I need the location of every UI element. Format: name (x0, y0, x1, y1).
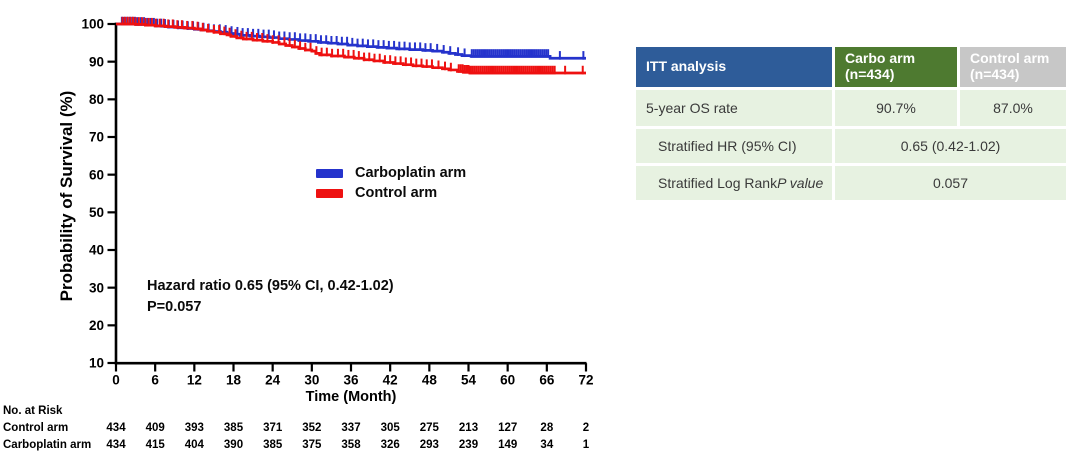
risk-value: 393 (184, 422, 204, 434)
x-tick-label: 54 (461, 373, 477, 388)
p-value-line: P=0.057 (147, 299, 202, 315)
itt-header-carbo-line2: (n=434) (845, 66, 895, 82)
risk-value: 213 (458, 422, 479, 434)
risk-value: 352 (302, 422, 322, 434)
risk-value: 149 (498, 439, 518, 451)
y-tick-label: 70 (89, 130, 104, 145)
risk-value: 293 (419, 439, 439, 451)
km-plot-svg: 10 20 30 40 50 60 70 80 90 100 0 6 12 18 24 30 36 42 48 54 6… (81, 17, 593, 388)
itt-header-carbo-line1: Carbo arm (845, 50, 916, 67)
y-tick-label: 10 (89, 356, 104, 371)
risk-value: 127 (498, 422, 518, 434)
risk-value: 434 (106, 422, 126, 434)
risk-value: 434 (106, 439, 126, 451)
legend-item-carboplatin: Carboplatin arm (316, 163, 466, 183)
control-curve (116, 22, 586, 75)
x-tick-label: 12 (187, 373, 202, 388)
itt-header-analysis: ITT analysis (636, 47, 832, 87)
itt-header-control-line1: Control arm (970, 50, 1050, 67)
y-tick-label: 40 (89, 243, 104, 258)
x-axis-title: Time (Month) (305, 389, 397, 405)
control-color-swatch (316, 188, 343, 198)
x-tick-label: 60 (500, 373, 515, 388)
risk-value: 385 (263, 439, 283, 451)
risk-value: 371 (263, 422, 283, 434)
x-tick-label: 30 (304, 373, 319, 388)
x-tick-label: 24 (265, 373, 281, 388)
y-tick-label: 30 (89, 280, 104, 295)
y-tick-label: 80 (89, 92, 104, 107)
itt-header-control-arm: Control arm (n=434) (960, 47, 1066, 87)
itt-header-analysis-label: ITT analysis (646, 58, 727, 75)
itt-logrank-label-italic: P value (777, 175, 824, 191)
x-tick-label: 36 (343, 373, 359, 388)
itt-header-control-line2: (n=434) (970, 66, 1020, 82)
x-tick-label: 72 (578, 373, 593, 388)
risk-table-title: No. at Risk (3, 405, 63, 417)
itt-header-carbo-arm: Carbo arm (n=434) (835, 47, 957, 87)
itt-row-os-label: 5-year OS rate (636, 90, 832, 126)
risk-value: 1 (582, 439, 590, 451)
risk-row-label-carboplatin: Carboplatin arm (3, 439, 92, 451)
itt-logrank-label-prefix: Stratified Log Rank (658, 175, 778, 191)
y-tick-label: 60 (89, 167, 104, 182)
itt-summary-table: ITT analysis Carbo arm (n=434) Control a… (636, 47, 1066, 200)
y-tick-label: 100 (81, 17, 104, 32)
legend-item-control: Control arm (316, 183, 466, 203)
itt-row-os-carbo-value: 90.7% (835, 90, 957, 126)
risk-value: 2 (582, 422, 590, 434)
risk-value: 239 (458, 439, 479, 451)
itt-row-logrank-label: Stratified Log Rank P value (636, 166, 832, 200)
risk-value: 358 (341, 439, 361, 451)
risk-value: 305 (380, 422, 400, 434)
carboplatin-color-swatch (316, 168, 343, 178)
risk-value: 390 (223, 439, 244, 451)
legend-label-control: Control arm (355, 185, 438, 201)
x-tick-label: 66 (539, 373, 555, 388)
x-tick-label: 42 (383, 373, 398, 388)
risk-value: 415 (145, 439, 165, 451)
y-axis-title: Probability of Survival (%) (57, 90, 76, 302)
risk-value: 28 (540, 422, 554, 434)
itt-row-logrank-value: 0.057 (835, 166, 1066, 200)
risk-value: 326 (380, 439, 400, 451)
y-tick-label: 50 (89, 205, 104, 220)
x-tick-label: 0 (112, 373, 120, 388)
risk-value: 409 (145, 422, 165, 434)
risk-value: 385 (223, 422, 244, 434)
y-tick-label: 20 (89, 318, 104, 333)
hazard-ratio-line: Hazard ratio 0.65 (95% CI, 0.42-1.02) (147, 278, 394, 294)
itt-row-os-control-value: 87.0% (960, 90, 1066, 126)
itt-row-hr-label: Stratified HR (95% CI) (636, 129, 832, 163)
legend: Carboplatin arm Control arm (316, 163, 466, 203)
risk-value: 404 (184, 439, 204, 451)
legend-label-carboplatin: Carboplatin arm (355, 165, 467, 181)
itt-row-hr-value: 0.65 (0.42-1.02) (835, 129, 1066, 163)
x-tick-label: 18 (226, 373, 242, 388)
y-tick-label: 90 (89, 54, 104, 69)
risk-row-label-control: Control arm (3, 422, 69, 434)
x-tick-label: 48 (422, 373, 438, 388)
risk-value: 375 (302, 439, 322, 451)
hazard-ratio-annotation: Hazard ratio 0.65 (95% CI, 0.42-1.02) P=… (147, 276, 394, 318)
risk-value: 275 (419, 422, 439, 434)
x-tick-label: 6 (151, 373, 159, 388)
risk-value: 34 (540, 439, 554, 451)
risk-value: 337 (341, 422, 361, 434)
